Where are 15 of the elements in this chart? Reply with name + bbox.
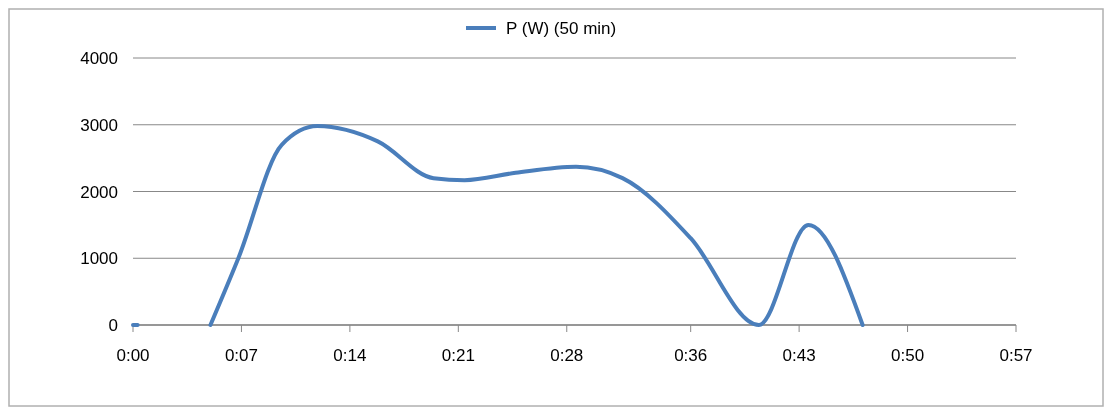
- x-tick-label: 0:36: [674, 346, 708, 365]
- y-tick-label: 4000: [80, 49, 118, 68]
- y-tick-label: 2000: [80, 182, 118, 202]
- x-tick-label: 0:21: [441, 346, 475, 365]
- legend-label: P (W) (50 min): [506, 19, 617, 38]
- x-tick-label: 0:57: [999, 346, 1033, 365]
- x-tick-label: 0:28: [550, 346, 584, 365]
- x-tick-label: 0:00: [116, 346, 150, 365]
- x-tick-label: 0:50: [891, 346, 925, 365]
- x-tick-label: 0:43: [782, 346, 816, 365]
- y-tick-label: 0: [108, 316, 118, 335]
- x-tick-label: 0:07: [224, 346, 258, 365]
- y-tick-label: 1000: [80, 249, 118, 269]
- x-tick-label: 0:14: [333, 346, 367, 365]
- y-tick-label: 3000: [80, 115, 118, 135]
